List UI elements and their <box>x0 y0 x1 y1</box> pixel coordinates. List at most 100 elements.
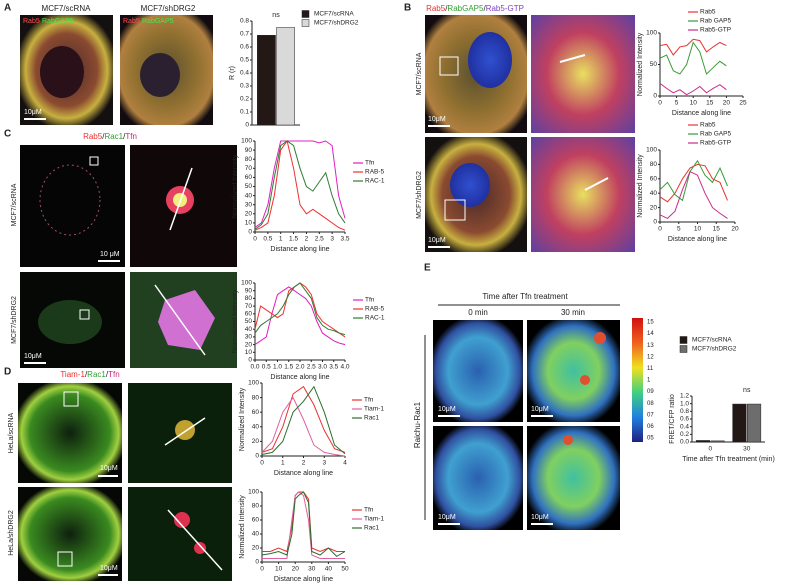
scale-bar-label: 10μM <box>531 514 549 521</box>
y-tick-label: 100 <box>248 380 259 387</box>
x-tick-label: 2.0 <box>295 364 304 371</box>
y-axis-label: Normalized Intensity <box>637 154 644 218</box>
micrograph <box>433 426 523 530</box>
row-label: MCF7/shDRG2 <box>428 454 435 502</box>
x-tick-label: 5 <box>677 226 681 233</box>
scale-bar-label: 10μM <box>100 465 118 472</box>
x-tick-label: 50 <box>341 566 349 573</box>
y-tick-label: 10 <box>245 220 253 227</box>
zoom-box <box>444 199 466 221</box>
zoom-box <box>63 391 79 407</box>
panel-letter: C <box>4 129 11 140</box>
zoom-box <box>79 309 90 320</box>
column-label: 30 min <box>561 308 585 317</box>
x-tick-label: 25 <box>739 100 747 107</box>
x-tick-label: 2.5 <box>307 364 316 371</box>
y-tick-label: 40 <box>252 424 260 431</box>
y-tick-label: 0.4 <box>240 70 249 77</box>
bar <box>257 35 276 126</box>
y-tick-label: 70 <box>245 165 253 172</box>
series-line <box>254 140 346 228</box>
x-axis-label: Distance along line <box>274 576 333 583</box>
row-label: MCF7/shDRG2 <box>416 171 423 219</box>
y-tick-label: 0 <box>248 357 252 364</box>
y-axis-label: FRET/CFP ratio <box>669 394 676 444</box>
legend-label: RAB-5 <box>365 169 385 176</box>
column-label: 0 min <box>468 308 488 317</box>
micrograph <box>527 426 620 530</box>
legend-label: MCF7/scRNA <box>692 337 732 344</box>
bar <box>747 403 762 443</box>
series-line <box>254 282 346 336</box>
x-axis-label: Distance along line <box>270 246 329 253</box>
legend-label: Rab5 <box>700 122 716 129</box>
micrograph-detail <box>158 290 215 350</box>
y-axis-label: Normalized Intensity <box>232 289 239 353</box>
micrograph-detail <box>450 163 490 207</box>
sensor-label: Raichu-Rac1 <box>413 401 422 448</box>
y-tick-label: 0.8 <box>680 408 689 415</box>
legend-swatch <box>301 19 310 27</box>
micrograph-detail <box>563 435 573 445</box>
x-tick-label: 0 <box>708 446 712 453</box>
micrograph <box>18 487 122 581</box>
y-tick-label: 60 <box>252 517 260 524</box>
y-axis-label: Normalized Intensity <box>239 387 246 451</box>
colorbar <box>632 318 643 442</box>
y-tick-label: 40 <box>245 192 253 199</box>
row-label: HeLa/shDRG2 <box>8 510 15 556</box>
y-tick-label: 40 <box>252 531 260 538</box>
y-tick-label: 70 <box>245 303 253 310</box>
micrograph <box>433 320 523 422</box>
colorbar-label: 11 <box>647 366 654 372</box>
colorbar-label: 05 <box>647 436 654 442</box>
line-scan <box>559 54 586 63</box>
y-tick-label: 80 <box>252 503 260 510</box>
series-line <box>659 159 728 202</box>
series-line <box>261 396 346 457</box>
y-tick-label: 100 <box>241 280 252 287</box>
y-tick-label: 60 <box>252 409 260 416</box>
colorbar-label: 12 <box>647 354 654 360</box>
channel-label: RabGAP5 <box>42 18 74 25</box>
x-tick-label: 0 <box>260 566 264 573</box>
y-tick-label: 0 <box>248 229 252 236</box>
y-tick-label: 0.3 <box>240 83 249 90</box>
x-tick-label: 10 <box>694 226 702 233</box>
y-axis-label: Normalized Intensity <box>232 154 239 218</box>
legend-swatch <box>679 345 688 353</box>
colorbar-label: 07 <box>647 412 654 418</box>
y-tick-label: 60 <box>245 311 253 318</box>
colorbar-label: 08 <box>647 401 654 407</box>
line-scan <box>154 284 206 356</box>
scale-bar-label: 10μM <box>531 406 549 413</box>
line-scan <box>167 509 223 571</box>
column-header: Time after Tfn treatment <box>482 292 568 301</box>
x-tick-label: 1 <box>279 236 283 243</box>
series-line <box>659 83 727 96</box>
x-tick-label: 3.5 <box>329 364 338 371</box>
y-tick-label: 0 <box>245 122 249 129</box>
series-line <box>254 140 346 230</box>
micrograph <box>531 15 635 133</box>
y-tick-label: 20 <box>650 204 658 211</box>
x-tick-label: 15 <box>713 226 721 233</box>
legend-label: RAC-1 <box>365 315 385 322</box>
annotation: ns <box>272 12 280 19</box>
scale-bar-label: 10μM <box>428 116 446 123</box>
legend-label: Tiam-1 <box>364 516 384 523</box>
y-tick-label: 80 <box>245 156 253 163</box>
y-tick-label: 0.8 <box>240 18 249 25</box>
y-tick-label: 50 <box>650 61 658 68</box>
y-tick-label: 100 <box>241 138 252 145</box>
series-line <box>261 385 346 453</box>
legend-label: Rab GAP5 <box>700 131 731 138</box>
y-tick-label: 10 <box>245 349 253 356</box>
x-tick-label: 4 <box>343 460 347 467</box>
scale-bar-label: 10μM <box>438 406 456 413</box>
legend-label: Tfn <box>365 160 375 167</box>
colorbar-label: 15 <box>647 320 654 326</box>
y-tick-label: 30 <box>245 334 253 341</box>
panel-title: Tiam-1/Rac1/Tfn <box>60 370 119 379</box>
y-tick-label: 0 <box>653 219 657 226</box>
